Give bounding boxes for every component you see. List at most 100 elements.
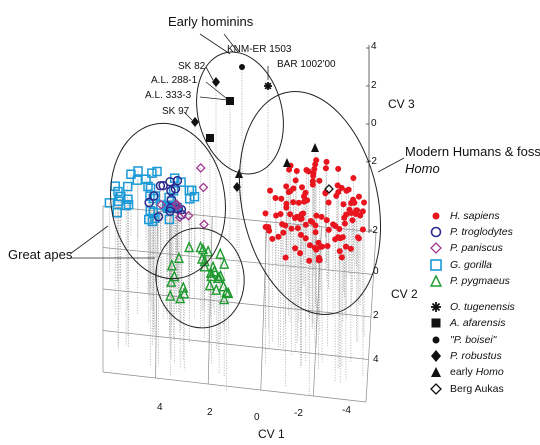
h-sapiens-point (307, 217, 314, 224)
legend-marker-icon (432, 212, 440, 220)
h-sapiens-point (291, 215, 298, 222)
g-gorilla-point (141, 174, 151, 184)
cv2-tick-0: 0 (373, 266, 379, 277)
g-gorilla-point (123, 200, 134, 210)
h-sapiens-point (277, 210, 284, 217)
h-sapiens-point (287, 211, 294, 218)
g-gorilla-point (147, 168, 157, 178)
callout-line (377, 157, 405, 173)
legend-entry: O. tugenensis (428, 299, 515, 315)
g-gorilla-point (162, 203, 173, 214)
h-sapiens-point (306, 242, 313, 249)
o-tugenensis-point (264, 82, 272, 90)
floor-grid-line (207, 216, 213, 385)
h-sapiens-point (288, 225, 295, 232)
p-paniscus-point (198, 182, 209, 193)
legend-label: "P. boisei" (450, 334, 497, 346)
legend-label: early Homo (450, 366, 504, 378)
h-sapiens-point (295, 199, 302, 206)
h-sapiens-point (336, 248, 343, 255)
h-sapiens-point (352, 211, 359, 218)
h-sapiens-point (349, 217, 356, 224)
p-pygmaeus-point (209, 265, 220, 277)
h-sapiens-point (309, 178, 316, 185)
cv2-tick-4: 4 (373, 354, 379, 365)
h-sapiens-point (322, 165, 329, 172)
legend-label: Berg Aukas (450, 383, 504, 395)
specimen-label-knm-er-1503: KNM-ER 1503 (227, 44, 292, 55)
p-pygmaeus-point (219, 292, 230, 305)
p-paniscus-point (171, 199, 182, 210)
callout-line (183, 111, 193, 121)
legend-marker-shape (429, 274, 443, 287)
p-pygmaeus-point (196, 252, 208, 264)
floor-grid-line (155, 211, 158, 379)
legend-marker-icon (430, 383, 442, 395)
h-sapiens-point (282, 222, 289, 229)
legend-label: P. pygmaeus (450, 275, 510, 287)
h-sapiens-point (280, 229, 287, 236)
modern-humans-label-italic: Homo (405, 161, 440, 176)
cv3-tick-2: 2 (371, 80, 377, 91)
g-gorilla-point (143, 181, 153, 192)
legend-entry: P. paniscus (428, 240, 503, 256)
floor-grid-line (102, 288, 372, 318)
legend-entry: P. robustus (428, 348, 502, 364)
h-sapiens-point (323, 158, 330, 165)
p-pygmaeus-point (223, 286, 234, 299)
h-sapiens-point (312, 229, 319, 236)
modern-humans-ellipse (238, 91, 382, 315)
legend-label: A. afarensis (450, 317, 506, 329)
modern-humans-label: Modern Humans & fossil Homo (405, 144, 540, 176)
h-sapiens-point (297, 250, 304, 257)
h-sapiens-point (336, 226, 343, 233)
p-boisei-point (239, 64, 245, 70)
points-layer (104, 64, 368, 305)
h-sapiens-point (297, 231, 304, 238)
legend-entry: Berg Aukas (428, 381, 504, 397)
h-sapiens-point (275, 233, 282, 240)
g-gorilla-point (152, 166, 162, 177)
h-sapiens-point (325, 199, 332, 206)
legend-marker-shape (431, 350, 441, 362)
p-robustus-point (191, 117, 199, 127)
a-afarensis-point (226, 97, 234, 105)
h-sapiens-point (318, 213, 325, 220)
p-troglodytes-point (166, 186, 176, 196)
h-sapiens-point (302, 235, 309, 242)
cv3-tick-4: 4 (371, 41, 377, 52)
h-sapiens-point (290, 185, 297, 192)
legend-marker-icon (430, 226, 442, 238)
p-paniscus-point (195, 163, 206, 173)
h-sapiens-point (290, 199, 297, 206)
h-sapiens-point (342, 243, 349, 250)
p-troglodytes-point (149, 191, 159, 201)
p-pygmaeus-point (215, 247, 226, 259)
legend-marker-shape (430, 259, 442, 271)
cv1-tick-neg4: -4 (342, 405, 351, 416)
g-gorilla-point (186, 185, 197, 196)
h-sapiens-point (283, 183, 290, 190)
h-sapiens-point (299, 184, 306, 191)
legend-marker-icon (430, 259, 442, 271)
callout-line (223, 33, 239, 53)
cv2-tick-neg2: -2 (369, 225, 378, 236)
h-sapiens-point (283, 204, 290, 211)
a-afarensis-point (206, 134, 214, 142)
legend-marker-icon (431, 367, 441, 377)
h-sapiens-point (278, 195, 285, 202)
legend-marker-icon (431, 350, 441, 362)
g-gorilla-point (113, 186, 123, 197)
h-sapiens-point (316, 177, 323, 184)
cv3-tick-neg2: -2 (368, 156, 377, 167)
g-gorilla-point (147, 216, 158, 227)
p-pygmaeus-point (165, 289, 176, 301)
great-apes-ellipse (110, 122, 226, 280)
drop-lines (109, 67, 365, 396)
group-ellipses (110, 51, 382, 329)
h-sapiens-point (323, 217, 330, 224)
legend-entry: P. pygmaeus (428, 273, 510, 289)
h-sapiens-point (335, 189, 342, 196)
specimen-label-al-333-3: A.L. 333-3 (145, 90, 192, 101)
